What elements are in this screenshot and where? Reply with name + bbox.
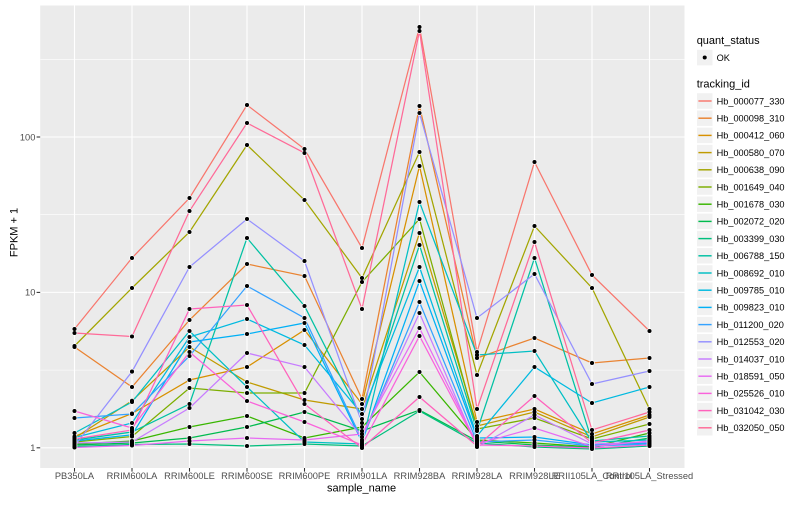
svg-text:Hb_009823_010: Hb_009823_010 (717, 303, 785, 313)
svg-text:Hb_025526_010: Hb_025526_010 (717, 389, 785, 399)
svg-text:Hb_032050_050: Hb_032050_050 (717, 423, 785, 433)
svg-text:Hb_001678_030: Hb_001678_030 (717, 200, 785, 210)
svg-text:Hb_008692_010: Hb_008692_010 (717, 268, 785, 278)
svg-text:Hb_003399_030: Hb_003399_030 (717, 234, 785, 244)
svg-text:RRIM928LA: RRIM928LA (452, 471, 503, 481)
svg-text:Hb_000412_060: Hb_000412_060 (717, 131, 785, 141)
svg-text:Hb_031042_030: Hb_031042_030 (717, 406, 785, 416)
svg-text:Hb_000098_310: Hb_000098_310 (717, 114, 785, 124)
svg-text:FPKM + 1: FPKM + 1 (8, 208, 20, 257)
svg-text:Hb_018591_050: Hb_018591_050 (717, 372, 785, 382)
svg-text:Hb_002072_020: Hb_002072_020 (717, 217, 785, 227)
svg-text:sample_name: sample_name (327, 483, 396, 495)
svg-text:RRIM928BA: RRIM928BA (394, 471, 446, 481)
svg-text:RRII105LA_Control: RRII105LA_Control (552, 471, 633, 481)
svg-text:PB350LA: PB350LA (55, 471, 95, 481)
svg-text:Hb_000580_070: Hb_000580_070 (717, 148, 785, 158)
svg-text:Hb_001649_040: Hb_001649_040 (717, 182, 785, 192)
svg-text:1: 1 (30, 443, 35, 453)
svg-text:Hb_011200_020: Hb_011200_020 (717, 320, 784, 330)
svg-text:Hb_009785_010: Hb_009785_010 (717, 286, 785, 296)
svg-text:10: 10 (25, 288, 35, 298)
svg-text:quant_status: quant_status (697, 35, 760, 47)
svg-text:Hb_000638_090: Hb_000638_090 (717, 165, 785, 175)
svg-text:Hb_014037_010: Hb_014037_010 (717, 354, 785, 364)
svg-text:Hb_012553_020: Hb_012553_020 (717, 337, 785, 347)
svg-text:100: 100 (20, 132, 36, 142)
svg-text:RRIM600SE: RRIM600SE (221, 471, 273, 481)
svg-text:RRII105LA_Stressed: RRII105LA_Stressed (606, 471, 693, 481)
svg-text:OK: OK (717, 53, 731, 63)
svg-text:RRIM928LE: RRIM928LE (509, 471, 560, 481)
svg-text:tracking_id: tracking_id (697, 79, 750, 91)
svg-text:Hb_006788_150: Hb_006788_150 (717, 251, 785, 261)
svg-text:RRIM600PE: RRIM600PE (279, 471, 331, 481)
svg-text:RRIM600LE: RRIM600LE (164, 471, 215, 481)
svg-text:RRIM901LA: RRIM901LA (337, 471, 388, 481)
svg-text:RRIM600LA: RRIM600LA (107, 471, 158, 481)
svg-text:Hb_000077_330: Hb_000077_330 (717, 96, 785, 106)
